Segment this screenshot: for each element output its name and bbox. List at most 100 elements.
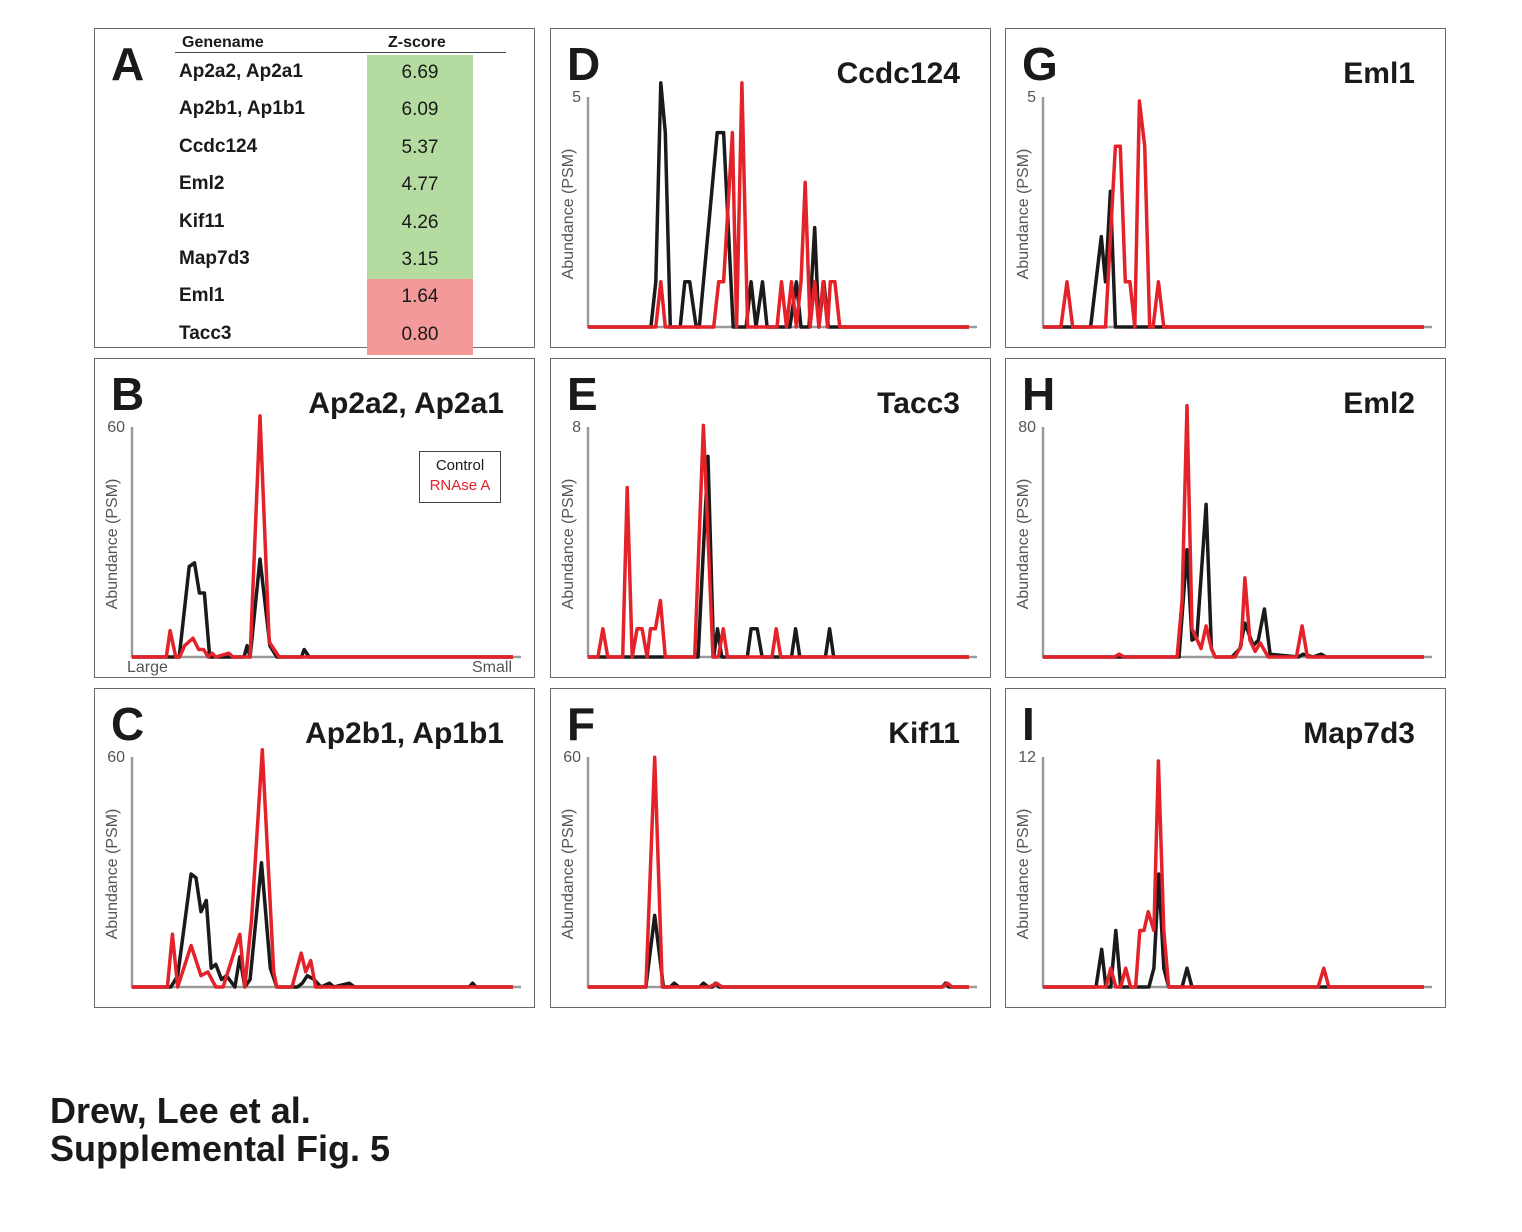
footer-figure-label: Supplemental Fig. 5 — [50, 1128, 391, 1169]
y-axis-label: Abundance (PSM) — [560, 808, 577, 940]
y-axis-label: Abundance (PSM) — [560, 478, 577, 610]
panel-letter: G — [1022, 38, 1058, 90]
legend: Control RNAse A — [419, 451, 501, 503]
legend-rnase: RNAse A — [429, 477, 491, 494]
panel-b-chart: B Ap2a2, Ap2a1 60 Abundance (PSM) Large Small… — [94, 358, 535, 678]
y-tick-label: 5 — [572, 89, 581, 106]
zscore-value: 4.26 — [401, 211, 439, 233]
panel-letter: B — [111, 368, 145, 420]
control-series-line — [1043, 502, 1424, 659]
axis-lines — [1041, 427, 1432, 659]
panel-letter: C — [111, 698, 145, 750]
line-chart — [130, 747, 521, 989]
y-tick-label: 5 — [1027, 89, 1036, 106]
panel-i-chart: I Map7d3 12 Abundance (PSM) — [1005, 688, 1446, 1008]
control-series-line — [1043, 872, 1424, 989]
y-tick-label: 8 — [572, 419, 581, 436]
chart-title: Ap2a2, Ap2a1 — [308, 387, 504, 420]
zscore-cell-background — [367, 129, 473, 168]
y-tick-label: 80 — [1018, 419, 1036, 436]
panel-letter: F — [567, 698, 596, 750]
gene-name: Kif11 — [179, 210, 225, 232]
x-axis-start-label: Large — [127, 659, 168, 676]
rnase-series-line — [132, 747, 513, 989]
panel-letter: E — [567, 368, 598, 420]
control-series-line — [588, 454, 969, 659]
zscore-value: 0.80 — [401, 323, 439, 345]
panel-h-chart: H Eml2 80 Abundance (PSM) — [1005, 358, 1446, 678]
footer-authors: Drew, Lee et al. — [50, 1090, 311, 1131]
panel-letter: H — [1022, 368, 1056, 420]
zscore-cell-background — [367, 242, 473, 280]
panel-letter: D — [567, 38, 601, 90]
y-axis-label: Abundance (PSM) — [1015, 808, 1032, 940]
zscore-value: 6.09 — [401, 99, 439, 121]
panel-g-chart: G Eml1 5 Abundance (PSM) — [1005, 28, 1446, 348]
y-tick-label: 12 — [1018, 749, 1036, 766]
gene-name: Ap2a2, Ap2a1 — [179, 61, 303, 82]
zscore-cell-background — [367, 92, 473, 131]
line-chart — [586, 81, 977, 329]
gene-name: Eml2 — [179, 173, 225, 195]
gene-name: Map7d3 — [179, 248, 250, 269]
y-axis-label: Abundance (PSM) — [1015, 148, 1032, 280]
axis-lines — [586, 427, 977, 659]
y-axis-label: Abundance (PSM) — [104, 478, 121, 610]
gene-name: Eml1 — [179, 285, 225, 307]
y-tick-label: 60 — [107, 419, 125, 436]
control-series-line — [1043, 189, 1424, 329]
axis-lines — [1041, 97, 1432, 329]
table-header-zscore: Z-score — [388, 34, 446, 51]
control-series-line — [132, 860, 513, 989]
chart-title: Ccdc124 — [836, 57, 960, 90]
x-axis-end-label: Small — [471, 659, 512, 676]
line-chart — [586, 755, 977, 989]
line-chart — [1041, 757, 1432, 989]
zscore-cell-background — [367, 279, 473, 318]
rnase-series-line — [588, 81, 969, 329]
rnase-series-line — [588, 755, 969, 989]
gene-name: Tacc3 — [179, 322, 232, 344]
header-divider — [175, 52, 506, 53]
control-series-line — [588, 81, 969, 329]
panel-c-chart: C Ap2b1, Ap1b1 60 Abundance (PSM) — [94, 688, 535, 1008]
zscore-value: 1.64 — [401, 286, 439, 308]
y-axis-label: Abundance (PSM) — [1015, 478, 1032, 610]
y-axis-label: Abundance (PSM) — [560, 148, 577, 280]
rnase-series-line — [1043, 403, 1424, 659]
chart-title: Ap2b1, Ap1b1 — [305, 717, 504, 750]
rnase-series-line — [1043, 99, 1424, 329]
zscore-value: 4.77 — [401, 174, 439, 196]
gene-name: Ap2b1, Ap1b1 — [179, 98, 305, 120]
panel-f-chart: F Kif11 60 Abundance (PSM) — [550, 688, 991, 1008]
control-series-line — [132, 557, 513, 659]
chart-title: Eml1 — [1343, 57, 1415, 90]
panel-letter: I — [1022, 698, 1035, 750]
line-chart — [1041, 97, 1432, 329]
rnase-series-line — [588, 423, 969, 659]
panel-a-zscore-table: A Genename Z-score Ap2a2, Ap2a1 6.69 Ap2b1… — [94, 28, 535, 355]
panel-letter: A — [111, 38, 145, 90]
line-chart — [1041, 403, 1432, 659]
zscore-cell-background — [367, 167, 473, 206]
chart-title: Eml2 — [1343, 387, 1415, 420]
rnase-series-line — [132, 414, 513, 659]
panel-d-chart: D Ccdc124 5 Abundance (PSM) — [550, 28, 991, 348]
y-tick-label: 60 — [563, 749, 581, 766]
chart-title: Tacc3 — [877, 387, 960, 420]
panel-e-chart: E Tacc3 8 Abundance (PSM) — [550, 358, 991, 678]
zscore-value: 6.69 — [401, 62, 439, 83]
table-header-genename: Genename — [182, 34, 264, 51]
chart-title: Kif11 — [888, 717, 960, 750]
legend-control: Control — [435, 457, 485, 474]
y-axis-label: Abundance (PSM) — [104, 808, 121, 940]
chart-title: Map7d3 — [1303, 717, 1415, 750]
y-tick-label: 60 — [107, 749, 125, 766]
line-chart — [586, 423, 977, 659]
zscore-cell-background — [367, 55, 473, 93]
rnase-series-line — [1043, 759, 1424, 989]
zscore-cell-background — [367, 204, 473, 243]
gene-name: Ccdc124 — [179, 135, 258, 157]
zscore-cell-background — [367, 316, 473, 355]
